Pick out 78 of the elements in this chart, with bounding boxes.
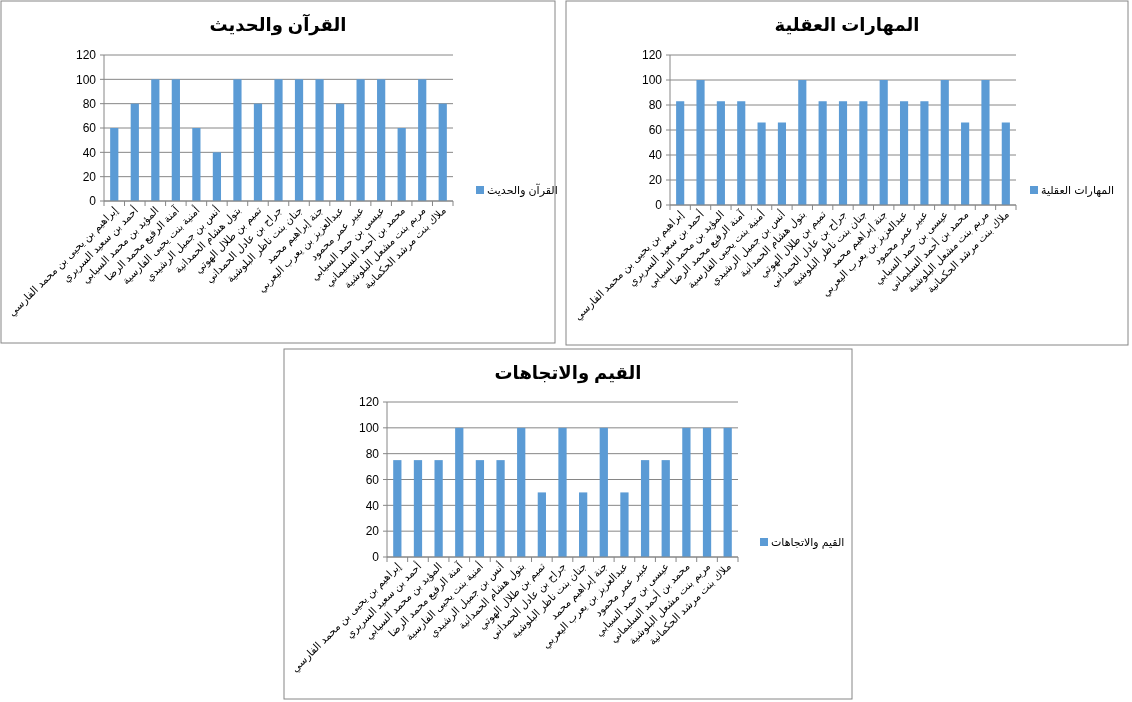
bar: [757, 122, 766, 205]
bar: [940, 80, 949, 205]
bar: [620, 492, 629, 557]
bar: [537, 492, 546, 557]
y-tick-label: 120: [641, 48, 663, 63]
y-tick-label: 20: [82, 169, 97, 184]
y-tick-label: 80: [648, 98, 663, 113]
bar: [558, 427, 567, 557]
bar: [434, 460, 443, 557]
y-tick-label: 80: [82, 96, 97, 111]
bar: [599, 427, 608, 557]
bar: [130, 103, 139, 201]
bar: [233, 79, 242, 201]
bar: [455, 427, 464, 557]
y-tick-label: 80: [365, 446, 380, 461]
bar: [859, 101, 868, 205]
bar: [920, 101, 929, 205]
chart-title: القرآن والحديث: [209, 13, 347, 36]
bar: [682, 427, 691, 557]
y-tick-label: 20: [648, 173, 663, 188]
legend-label: القيم والاتجاهات: [771, 535, 845, 549]
bar: [171, 79, 180, 201]
y-tick-label: 40: [648, 148, 663, 163]
bar: [356, 79, 365, 201]
y-tick-label: 40: [365, 498, 380, 513]
bar: [517, 427, 526, 557]
bar: [961, 122, 970, 205]
bar: [397, 128, 406, 201]
bar: [899, 101, 909, 205]
bar: [640, 460, 650, 557]
bar: [1001, 122, 1010, 205]
bar: [696, 80, 705, 205]
bar: [496, 460, 505, 557]
y-tick-label: 100: [358, 421, 380, 436]
y-tick-label: 120: [75, 48, 97, 63]
y-tick-label: 60: [648, 123, 663, 138]
bar: [253, 103, 263, 201]
bar: [716, 101, 725, 205]
bar: [737, 101, 746, 205]
bar: [798, 80, 807, 205]
y-tick-label: 20: [365, 524, 380, 539]
y-tick-label: 40: [82, 145, 97, 160]
bar: [981, 80, 990, 205]
bar: [110, 128, 119, 201]
y-tick-label: 120: [358, 395, 380, 410]
bar: [702, 427, 712, 557]
bar: [475, 460, 485, 557]
bar: [879, 80, 888, 205]
bar: [661, 460, 670, 557]
y-tick-label: 0: [655, 198, 663, 213]
y-tick-label: 0: [372, 550, 380, 565]
chart-title: القيم والاتجاهات: [494, 363, 642, 384]
bar: [335, 103, 345, 201]
y-tick-label: 0: [89, 194, 97, 209]
bar: [212, 152, 222, 201]
y-tick-label: 60: [365, 472, 380, 487]
bar: [294, 79, 304, 201]
bar: [777, 122, 787, 205]
bar: [723, 427, 732, 557]
bar: [274, 79, 283, 201]
y-tick-label: 60: [82, 121, 97, 136]
y-tick-label: 100: [641, 73, 663, 88]
bar: [377, 79, 386, 201]
bar: [838, 101, 848, 205]
bar: [579, 492, 588, 557]
legend-label: القرآن والحديث: [487, 182, 558, 197]
legend-label: المهارات العقلية: [1041, 183, 1115, 197]
bar: [315, 79, 324, 201]
bar: [818, 101, 827, 205]
bar: [151, 79, 160, 201]
bar: [438, 103, 447, 201]
bar: [192, 128, 201, 201]
bar: [393, 460, 402, 557]
chart-title: المهارات العقلية: [774, 15, 920, 36]
bar: [413, 460, 423, 557]
y-tick-label: 100: [75, 72, 97, 87]
bar: [676, 101, 685, 205]
bar: [418, 79, 427, 201]
